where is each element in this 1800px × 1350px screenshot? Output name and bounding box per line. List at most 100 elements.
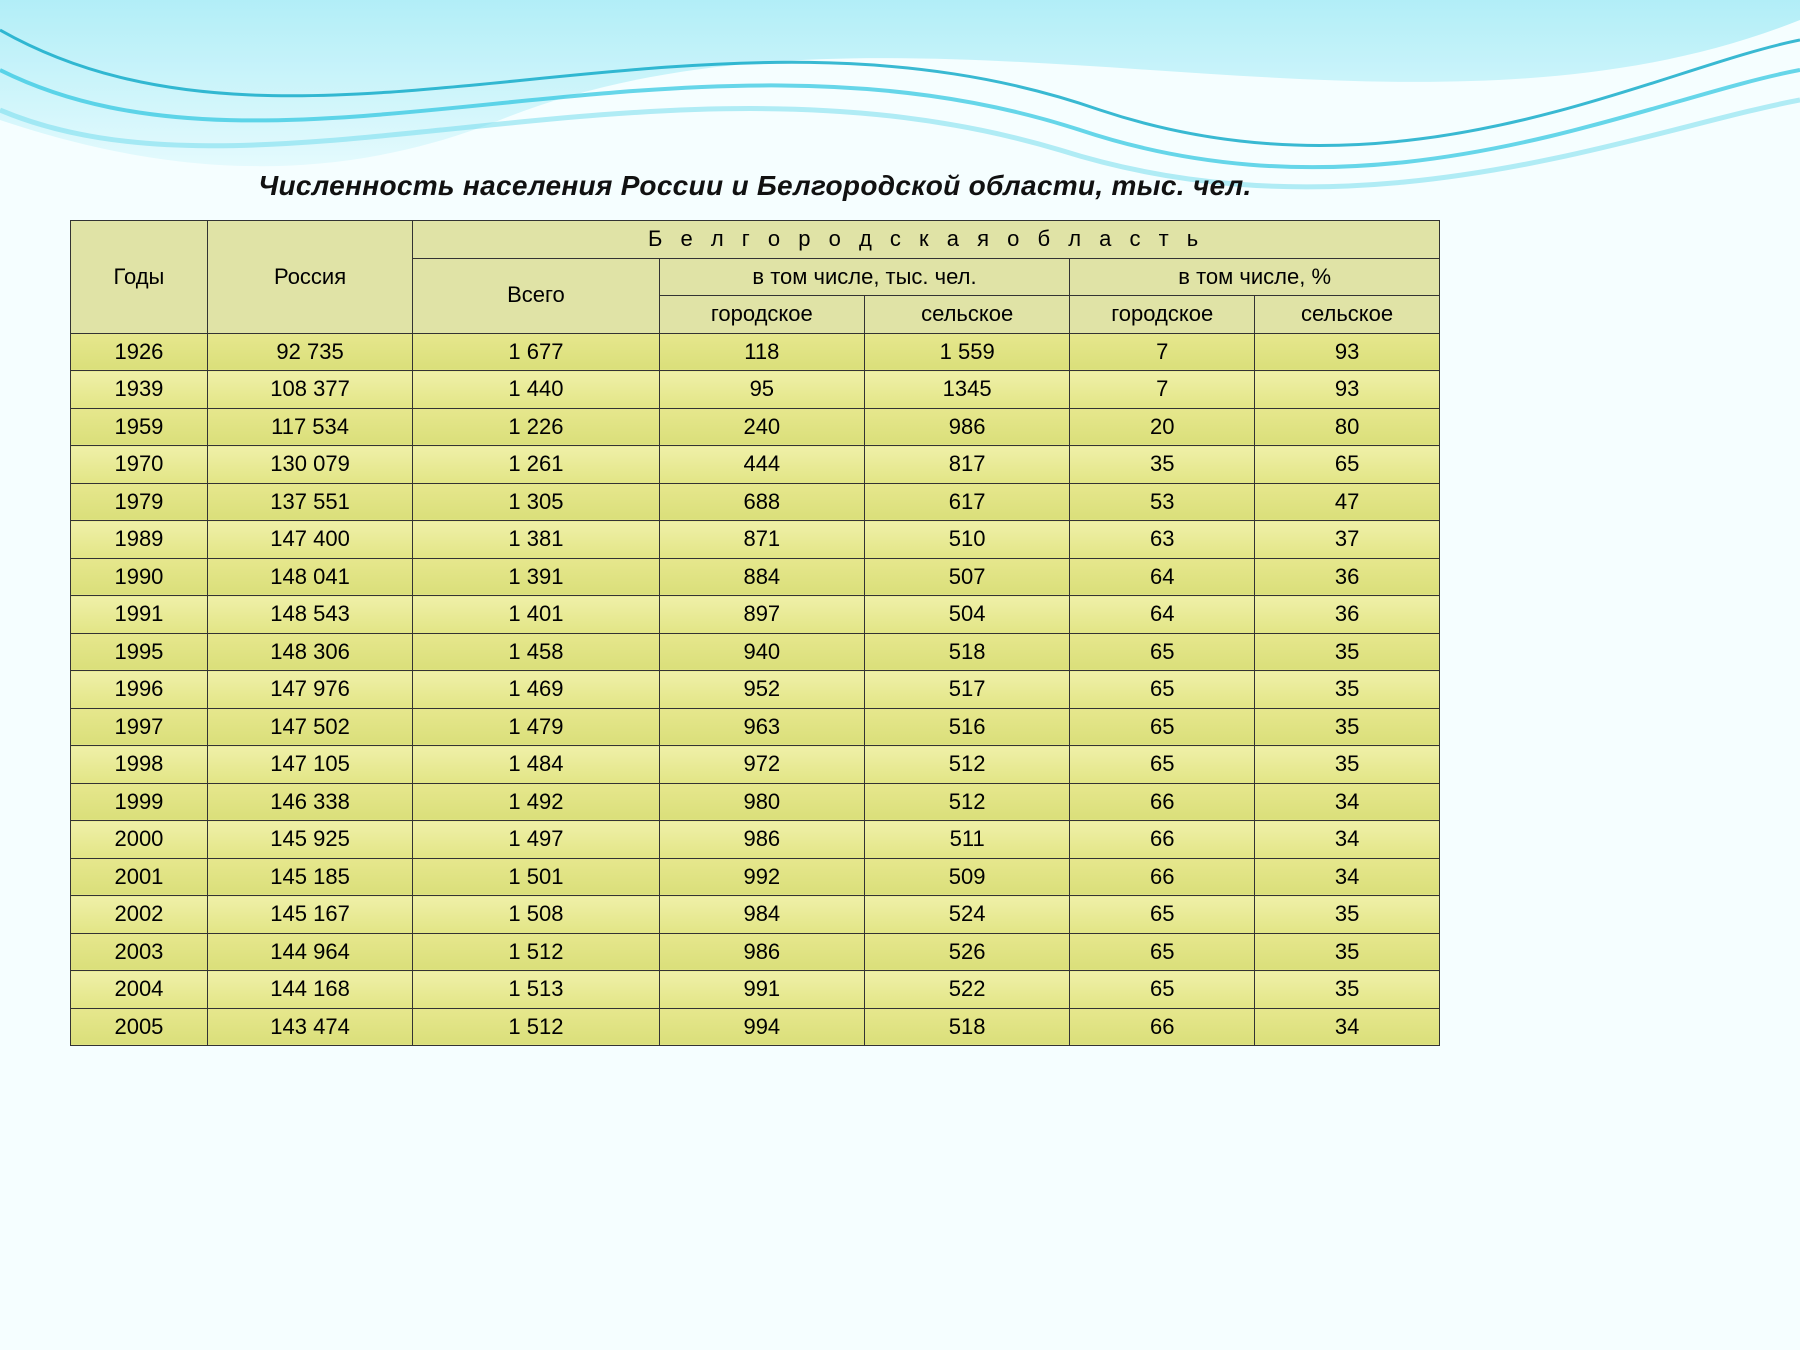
header-region: Б е л г о р о д с к а я о б л а с т ь [413,221,1440,259]
cell-urban_t: 884 [659,558,864,596]
cell-rural_t: 512 [864,783,1069,821]
table-row: 1939108 3771 440951345793 [71,371,1440,409]
cell-russia: 137 551 [207,483,412,521]
cell-rural_p: 36 [1255,558,1440,596]
cell-urban_t: 95 [659,371,864,409]
table-row: 2004144 1681 5139915226535 [71,971,1440,1009]
table-row: 1998147 1051 4849725126535 [71,746,1440,784]
cell-urban_p: 65 [1070,746,1255,784]
cell-rural_t: 510 [864,521,1069,559]
cell-rural_p: 34 [1255,821,1440,859]
cell-year: 2003 [71,933,208,971]
cell-total: 1 492 [413,783,659,821]
cell-rural_t: 516 [864,708,1069,746]
header-rural-percent: сельское [1255,296,1440,334]
cell-urban_t: 992 [659,858,864,896]
cell-urban_p: 65 [1070,971,1255,1009]
cell-urban_p: 65 [1070,633,1255,671]
cell-rural_p: 35 [1255,933,1440,971]
cell-total: 1 484 [413,746,659,784]
cell-russia: 144 964 [207,933,412,971]
cell-rural_t: 511 [864,821,1069,859]
cell-urban_p: 20 [1070,408,1255,446]
cell-year: 2000 [71,821,208,859]
cell-rural_p: 35 [1255,971,1440,1009]
cell-total: 1 440 [413,371,659,409]
table-row: 1996147 9761 4699525176535 [71,671,1440,709]
cell-urban_p: 66 [1070,1008,1255,1046]
cell-russia: 117 534 [207,408,412,446]
cell-year: 1939 [71,371,208,409]
header-urban-thousand: городское [659,296,864,334]
cell-urban_t: 986 [659,933,864,971]
cell-urban_t: 240 [659,408,864,446]
cell-urban_t: 980 [659,783,864,821]
cell-urban_t: 986 [659,821,864,859]
cell-urban_p: 7 [1070,371,1255,409]
cell-urban_p: 63 [1070,521,1255,559]
cell-rural_p: 36 [1255,596,1440,634]
cell-rural_t: 517 [864,671,1069,709]
cell-russia: 143 474 [207,1008,412,1046]
cell-rural_t: 1 559 [864,333,1069,371]
cell-total: 1 458 [413,633,659,671]
cell-urban_p: 66 [1070,821,1255,859]
cell-rural_p: 80 [1255,408,1440,446]
cell-urban_t: 994 [659,1008,864,1046]
cell-year: 1989 [71,521,208,559]
cell-rural_p: 65 [1255,446,1440,484]
cell-rural_p: 35 [1255,671,1440,709]
cell-year: 1970 [71,446,208,484]
cell-rural_t: 524 [864,896,1069,934]
cell-rural_t: 509 [864,858,1069,896]
cell-rural_p: 35 [1255,896,1440,934]
cell-urban_t: 952 [659,671,864,709]
cell-urban_t: 688 [659,483,864,521]
cell-russia: 92 735 [207,333,412,371]
cell-russia: 147 502 [207,708,412,746]
cell-russia: 148 306 [207,633,412,671]
cell-total: 1 261 [413,446,659,484]
cell-year: 1995 [71,633,208,671]
cell-year: 2002 [71,896,208,934]
cell-urban_t: 444 [659,446,864,484]
table-row: 1997147 5021 4799635166535 [71,708,1440,746]
cell-urban_t: 897 [659,596,864,634]
cell-year: 2001 [71,858,208,896]
cell-russia: 147 976 [207,671,412,709]
population-table: Годы Россия Б е л г о р о д с к а я о б … [70,220,1440,1046]
cell-total: 1 479 [413,708,659,746]
cell-urban_t: 118 [659,333,864,371]
cell-russia: 146 338 [207,783,412,821]
cell-year: 1959 [71,408,208,446]
table-row: 1995148 3061 4589405186535 [71,633,1440,671]
cell-rural_t: 986 [864,408,1069,446]
cell-urban_t: 984 [659,896,864,934]
cell-total: 1 501 [413,858,659,896]
cell-rural_t: 1345 [864,371,1069,409]
cell-year: 2004 [71,971,208,1009]
cell-year: 2005 [71,1008,208,1046]
cell-total: 1 381 [413,521,659,559]
table-title: Численность населения России и Белгородс… [70,170,1440,202]
cell-urban_p: 65 [1070,671,1255,709]
table-row: 2003144 9641 5129865266535 [71,933,1440,971]
table-row: 1970130 0791 2614448173565 [71,446,1440,484]
cell-year: 1990 [71,558,208,596]
cell-rural_p: 47 [1255,483,1440,521]
cell-total: 1 677 [413,333,659,371]
cell-rural_p: 34 [1255,1008,1440,1046]
cell-rural_p: 93 [1255,333,1440,371]
cell-total: 1 401 [413,596,659,634]
cell-urban_p: 53 [1070,483,1255,521]
cell-total: 1 305 [413,483,659,521]
cell-russia: 108 377 [207,371,412,409]
cell-rural_t: 507 [864,558,1069,596]
cell-rural_t: 512 [864,746,1069,784]
cell-rural_p: 34 [1255,858,1440,896]
cell-year: 1991 [71,596,208,634]
cell-rural_p: 35 [1255,633,1440,671]
cell-urban_p: 66 [1070,858,1255,896]
cell-russia: 144 168 [207,971,412,1009]
table-row: 2001145 1851 5019925096634 [71,858,1440,896]
